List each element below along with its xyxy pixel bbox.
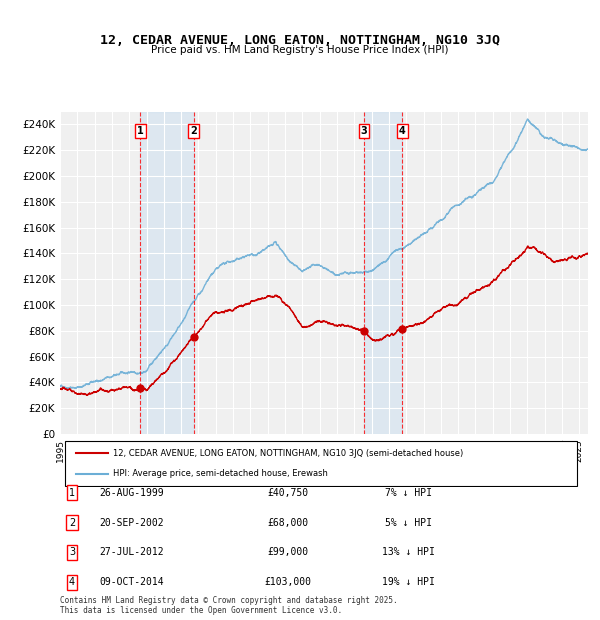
FancyBboxPatch shape <box>65 441 577 486</box>
Text: HPI: Average price, semi-detached house, Erewash: HPI: Average price, semi-detached house,… <box>113 469 328 478</box>
Text: 27-JUL-2012: 27-JUL-2012 <box>100 547 164 557</box>
Text: 4: 4 <box>69 577 75 587</box>
Text: £103,000: £103,000 <box>265 577 311 587</box>
Text: 13% ↓ HPI: 13% ↓ HPI <box>382 547 434 557</box>
Bar <box>140 112 194 434</box>
Text: 12, CEDAR AVENUE, LONG EATON, NOTTINGHAM, NG10 3JQ: 12, CEDAR AVENUE, LONG EATON, NOTTINGHAM… <box>100 34 500 47</box>
Bar <box>364 112 402 434</box>
Text: 1: 1 <box>137 126 144 136</box>
Text: 2: 2 <box>69 518 75 528</box>
Text: 09-OCT-2014: 09-OCT-2014 <box>100 577 164 587</box>
Text: 3: 3 <box>361 126 368 136</box>
Text: 1: 1 <box>69 488 75 498</box>
Text: 7% ↓ HPI: 7% ↓ HPI <box>385 488 431 498</box>
Text: 20-SEP-2002: 20-SEP-2002 <box>100 518 164 528</box>
Text: Price paid vs. HM Land Registry's House Price Index (HPI): Price paid vs. HM Land Registry's House … <box>151 45 449 55</box>
Text: £68,000: £68,000 <box>268 518 308 528</box>
Text: 3: 3 <box>69 547 75 557</box>
Text: 12, CEDAR AVENUE, LONG EATON, NOTTINGHAM, NG10 3JQ (semi-detached house): 12, CEDAR AVENUE, LONG EATON, NOTTINGHAM… <box>113 449 463 458</box>
Text: 5% ↓ HPI: 5% ↓ HPI <box>385 518 431 528</box>
Text: £40,750: £40,750 <box>268 488 308 498</box>
Text: 19% ↓ HPI: 19% ↓ HPI <box>382 577 434 587</box>
Text: £99,000: £99,000 <box>268 547 308 557</box>
Text: Contains HM Land Registry data © Crown copyright and database right 2025.
This d: Contains HM Land Registry data © Crown c… <box>60 596 398 615</box>
Text: 4: 4 <box>399 126 406 136</box>
Text: 26-AUG-1999: 26-AUG-1999 <box>100 488 164 498</box>
Text: 2: 2 <box>190 126 197 136</box>
